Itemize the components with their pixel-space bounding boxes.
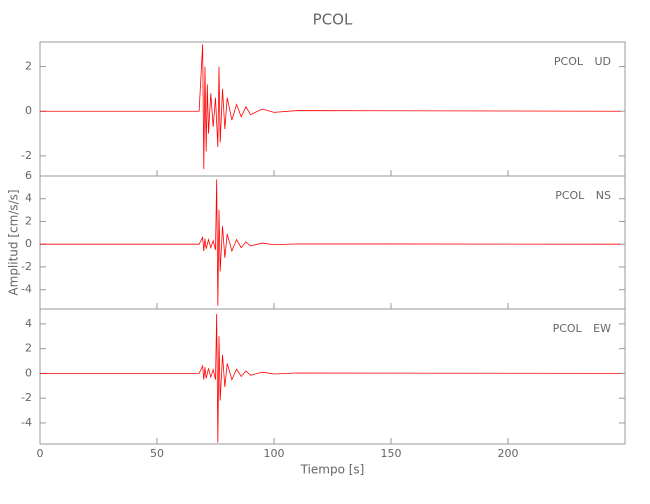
x-tick-label: 50 — [150, 447, 164, 460]
panel-label: PCOL UD — [554, 55, 611, 68]
y-tick-label: -4 — [21, 416, 32, 429]
y-tick-label: -2 — [21, 149, 32, 162]
waveform — [40, 44, 621, 170]
y-tick-label: -2 — [21, 391, 32, 404]
y-axis-label: Amplitud [cm/s/s] — [7, 189, 21, 295]
y-tick-label: 4 — [25, 192, 32, 205]
y-tick-label: 4 — [25, 317, 32, 330]
y-tick-label: 0 — [25, 104, 32, 117]
x-axis-label: Tiempo [s] — [300, 463, 365, 477]
panel-label: PCOL EW — [553, 322, 612, 335]
y-tick-label: 0 — [25, 237, 32, 250]
x-tick-label: 150 — [381, 447, 402, 460]
y-tick-label: 6 — [25, 169, 32, 182]
y-tick-label: -2 — [21, 260, 32, 273]
y-tick-label: 2 — [25, 214, 32, 227]
y-tick-label: 2 — [25, 342, 32, 355]
x-tick-label: 0 — [37, 447, 44, 460]
panel-frame — [39, 41, 626, 177]
y-tick-label: -4 — [21, 283, 32, 296]
panel-frame — [39, 175, 626, 310]
x-tick-label: 100 — [264, 447, 285, 460]
x-tick-label: 200 — [498, 447, 519, 460]
y-tick-label: 2 — [25, 60, 32, 73]
panel-frame — [39, 308, 626, 445]
panel-label: PCOL NS — [555, 189, 611, 202]
waveform — [40, 313, 621, 443]
waveform — [40, 179, 621, 306]
y-tick-label: 0 — [25, 366, 32, 379]
chart-title: PCOL — [313, 11, 353, 29]
